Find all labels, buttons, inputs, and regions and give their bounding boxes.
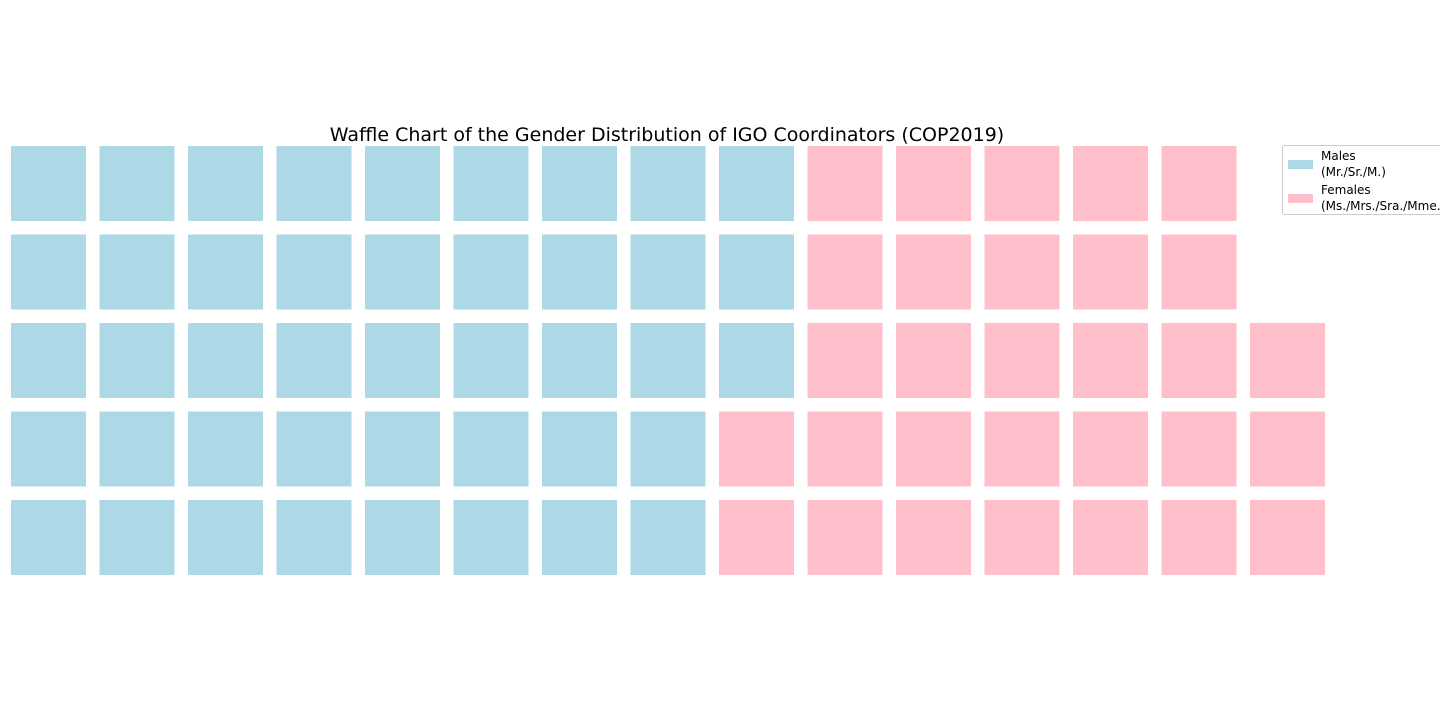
waffle-cell-male (365, 234, 440, 310)
waffle-cell-male (188, 500, 263, 575)
chart-title: Waffle Chart of the Gender Distribution … (330, 124, 1004, 146)
legend: Males (Mr./Sr./M.) Females (Ms./Mrs./Sra… (1282, 145, 1440, 215)
legend-item-males: Males (Mr./Sr./M.) (1288, 148, 1386, 180)
legend-item-females: Females (Ms./Mrs./Sra./Mme.) (1288, 182, 1440, 214)
waffle-cell-male (188, 146, 263, 221)
waffle-cell-male (719, 146, 794, 221)
legend-swatch-males (1288, 159, 1313, 169)
waffle-cell-male (365, 146, 440, 221)
waffle-cell-male (630, 323, 706, 398)
waffle-cell-male (276, 234, 352, 310)
waffle-cell-female (1161, 500, 1237, 575)
waffle-cell-male (719, 234, 794, 310)
waffle-cell-female (1161, 323, 1237, 398)
waffle-cell-male (99, 234, 175, 310)
waffle-cell-male (99, 500, 175, 575)
waffle-cell-female (1250, 500, 1325, 575)
waffle-cell-male (542, 146, 617, 221)
waffle-cell-female (984, 500, 1060, 575)
waffle-cell-female (1250, 323, 1325, 398)
waffle-cell-male (630, 234, 706, 310)
waffle-cell-male (365, 411, 440, 487)
waffle-cell-female (896, 411, 971, 487)
waffle-cell-male (188, 323, 263, 398)
waffle-cell-female (984, 146, 1060, 221)
waffle-cell-male (453, 234, 529, 310)
waffle-cell-male (365, 500, 440, 575)
waffle-cell-male (542, 411, 617, 487)
waffle-cell-male (365, 323, 440, 398)
waffle-cell-female (984, 323, 1060, 398)
waffle-cell-male (11, 146, 86, 221)
waffle-cell-female (807, 146, 883, 221)
waffle-cell-male (719, 323, 794, 398)
waffle-cell-female (1161, 146, 1237, 221)
legend-label-females: Females (Ms./Mrs./Sra./Mme.) (1321, 183, 1440, 213)
waffle-cell-female (1073, 500, 1148, 575)
waffle-cell-female (1250, 411, 1325, 487)
waffle-cell-male (99, 146, 175, 221)
waffle-cell-male (276, 500, 352, 575)
waffle-cell-female (807, 234, 883, 310)
waffle-cell-female (1073, 146, 1148, 221)
waffle-cell-female (719, 411, 794, 487)
waffle-cell-female (896, 323, 971, 398)
waffle-cell-female (896, 500, 971, 575)
waffle-cell-male (11, 411, 86, 487)
waffle-cell-female (807, 500, 883, 575)
waffle-cell-male (453, 500, 529, 575)
waffle-cell-female (896, 146, 971, 221)
waffle-cell-female (1073, 323, 1148, 398)
waffle-cell-female (719, 500, 794, 575)
waffle-cell-female (1161, 411, 1237, 487)
waffle-cell-male (276, 323, 352, 398)
waffle-cell-male (542, 234, 617, 310)
waffle-cell-male (276, 146, 352, 221)
waffle-cell-male (542, 500, 617, 575)
waffle-cell-female (1161, 234, 1237, 310)
waffle-cell-male (188, 411, 263, 487)
waffle-cell-female (1073, 411, 1148, 487)
waffle-cell-male (630, 146, 706, 221)
waffle-cell-male (11, 323, 86, 398)
waffle-cell-male (542, 323, 617, 398)
waffle-cell-male (11, 234, 86, 310)
waffle-cell-male (453, 323, 529, 398)
waffle-cell-male (453, 411, 529, 487)
waffle-cell-male (99, 411, 175, 487)
waffle-cell-male (11, 500, 86, 575)
waffle-cells (11, 146, 1325, 575)
waffle-cell-female (807, 323, 883, 398)
waffle-cell-male (276, 411, 352, 487)
legend-label-males: Males (Mr./Sr./M.) (1321, 149, 1386, 179)
waffle-cell-female (984, 411, 1060, 487)
waffle-cell-female (1073, 234, 1148, 310)
waffle-cell-male (99, 323, 175, 398)
waffle-cell-male (630, 411, 706, 487)
waffle-cell-female (896, 234, 971, 310)
legend-swatch-females (1288, 193, 1313, 203)
waffle-cell-female (807, 411, 883, 487)
waffle-cell-male (188, 234, 263, 310)
waffle-cell-male (453, 146, 529, 221)
waffle-cell-female (984, 234, 1060, 310)
waffle-cell-male (630, 500, 706, 575)
